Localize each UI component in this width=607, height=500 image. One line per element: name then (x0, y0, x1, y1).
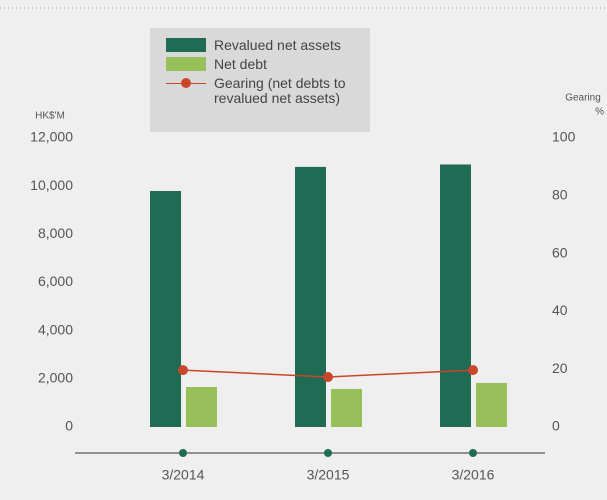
legend-swatch (166, 57, 206, 71)
y2-axis-label: Gearing (565, 93, 601, 104)
x-axis-dot (469, 449, 477, 457)
y2-tick-label: 80 (552, 187, 568, 203)
legend-item: Revalued net assets (166, 38, 370, 53)
legend-swatch (166, 76, 206, 90)
legend: Revalued net assets Net debt Gearing (net … (150, 28, 370, 132)
bar (295, 166, 326, 427)
gearing-point (323, 372, 333, 383)
legend-label: Gearing (net debts to revalued net asset… (214, 75, 346, 106)
gearing-point (468, 365, 478, 376)
legend-label: Net debt (214, 56, 267, 72)
bar (476, 382, 507, 427)
legend-item: Net debt (166, 57, 370, 72)
bar (440, 164, 471, 427)
x-tick-label: 3/2014 (162, 467, 205, 483)
y2-tick-label: 60 (552, 244, 568, 260)
x-axis-dot (179, 449, 187, 457)
x-tick-label: 3/2016 (452, 467, 495, 483)
y-tick-label: 4,000 (38, 321, 73, 337)
y2-tick-label: 40 (552, 302, 568, 318)
x-tick-label: 3/2015 (307, 467, 350, 483)
y-tick-label: 0 (65, 418, 73, 434)
y2-tick-label: 100 (552, 129, 576, 145)
legend-swatch (166, 38, 206, 52)
y-tick-label: 8,000 (38, 225, 73, 241)
y-axis-label: HK$'M (35, 111, 65, 122)
y2-tick-label: 0 (552, 418, 560, 434)
y-tick-label: 12,000 (30, 129, 73, 145)
bar (186, 387, 217, 427)
y2-axis-unit: % (595, 107, 604, 118)
gearing-point (178, 365, 188, 376)
y-tick-label: 2,000 (38, 370, 73, 386)
x-axis-dot (324, 449, 332, 457)
y-tick-label: 6,000 (38, 273, 73, 289)
legend-label: Revalued net assets (214, 37, 341, 53)
y2-tick-label: 20 (552, 360, 568, 376)
legend-item: Gearing (net debts to revalued net asset… (166, 76, 370, 106)
bar (150, 190, 181, 427)
y-tick-label: 10,000 (30, 177, 73, 193)
bar (331, 388, 362, 427)
